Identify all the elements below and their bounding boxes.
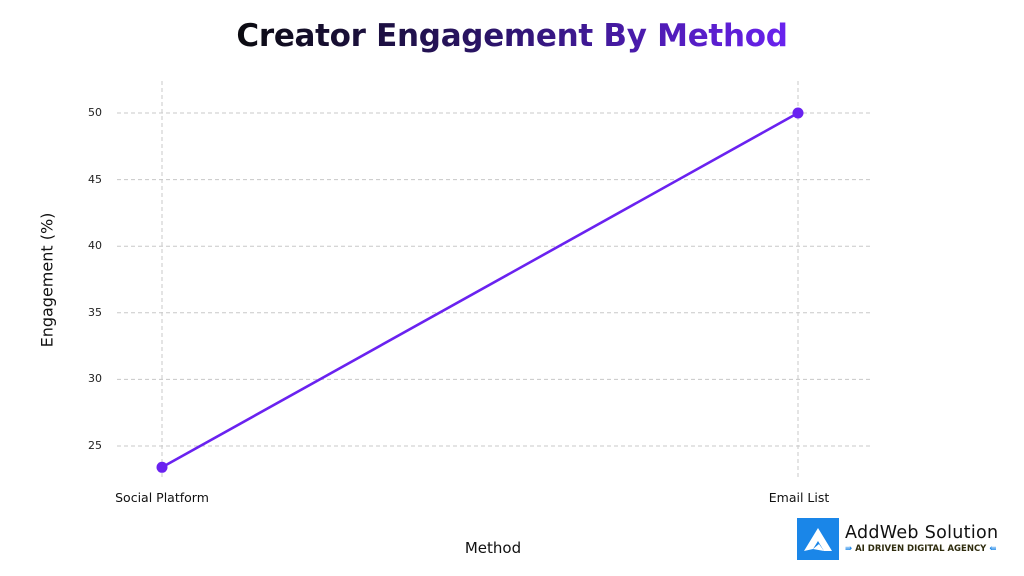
chart-title: Creator Engagement By Method — [236, 18, 788, 54]
y-tick-30: 30 — [88, 372, 102, 386]
series-line-engagement — [161, 111, 799, 469]
data-point-social-platform — [156, 461, 168, 473]
grid-lines — [117, 81, 872, 478]
arrows-right-icon: ⇛ — [845, 543, 853, 554]
arrows-left-icon: ⇚ — [989, 543, 997, 554]
addweb-logo-icon — [797, 517, 839, 560]
brand-logo: AddWeb Solution ⇛ AI DRIVEN DIGITAL AGEN… — [797, 517, 998, 560]
x-tick-social-platform: Social Platform — [115, 490, 209, 505]
y-tick-50: 50 — [88, 106, 102, 119]
y-tick-25: 25 — [88, 439, 102, 452]
y-tick-40: 40 — [88, 239, 102, 253]
y-tick-35: 35 — [88, 305, 102, 319]
x-axis-label: Method — [464, 539, 522, 557]
brand-name: AddWeb Solution — [845, 522, 999, 543]
brand-tagline: ⇛ AI DRIVEN DIGITAL AGENCY ⇚ — [845, 543, 997, 554]
y-tick-45: 45 — [88, 172, 102, 186]
x-tick-email-list: Email List — [768, 490, 830, 505]
y-axis-label: Engagement (%) — [37, 212, 57, 348]
data-point-email-list — [792, 107, 804, 119]
